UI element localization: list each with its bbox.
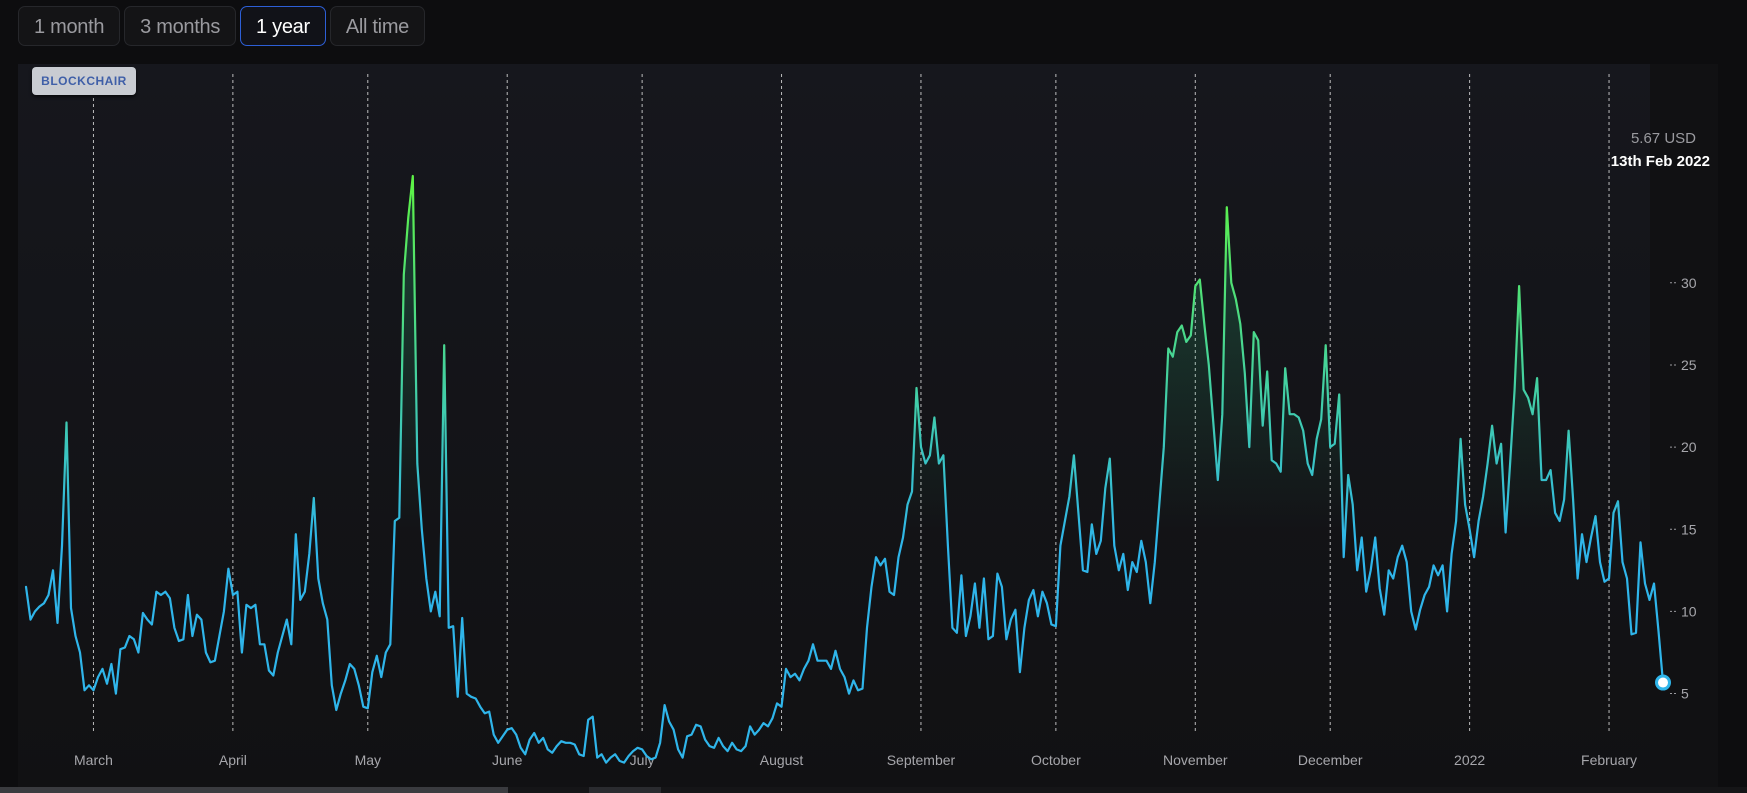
chart-panel: March April May June July August September Octo… [18,64,1718,789]
tooltip-value: 5.67 USD [1630,130,1696,147]
tab-all-time[interactable]: All time [329,6,426,46]
x-tick-label: April [219,752,247,768]
line-chart[interactable]: March April May June July August September Octo… [18,64,1718,789]
y-tick-label: 20 [1681,439,1697,455]
y-tick-label: 25 [1681,357,1697,373]
y-tick-label: 5 [1681,686,1689,702]
y-tick-label: 30 [1681,275,1697,291]
x-tick-label: June [492,752,523,768]
current-value-dot [1655,674,1671,691]
x-tick-label: February [1581,752,1637,768]
x-tick-label: October [1031,752,1081,768]
series-area-fill [26,176,1663,763]
scrollbar-thumb-secondary[interactable] [589,787,661,793]
tab-3-months[interactable]: 3 months [124,6,237,46]
x-tick-label: August [760,752,804,768]
tab-1-month[interactable]: 1 month [18,6,121,46]
scrollbar-thumb[interactable] [0,787,508,793]
tooltip-date: 13th Feb 2022 [1610,153,1710,170]
x-tick-label: September [887,752,956,768]
blockchair-watermark: BLOCKCHAIR [32,67,136,95]
y-tick-label: 10 [1681,603,1697,619]
time-range-tabs: 1 month 3 months 1 year All time [18,6,426,46]
tab-1-year[interactable]: 1 year [240,6,326,46]
series-line [24,174,1665,764]
y-tick-label: 15 [1681,521,1697,537]
horizontal-scrollbar[interactable] [0,787,1747,793]
x-tick-label: March [74,752,113,768]
x-tick-label: November [1163,752,1228,768]
x-tick-label: 2022 [1454,752,1485,768]
x-tick-label: December [1298,752,1363,768]
x-tick-label: May [355,752,381,768]
